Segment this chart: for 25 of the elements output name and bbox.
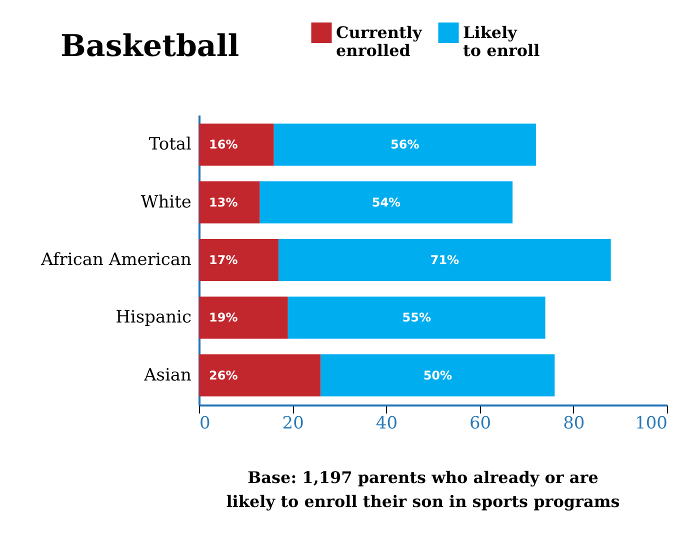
- x-tick-label: 60: [469, 414, 492, 434]
- chart-title: Basketball: [60, 29, 240, 64]
- y-tick-label: White: [140, 192, 192, 212]
- y-tick-label: African American: [40, 250, 192, 270]
- data-label: 16%: [209, 138, 238, 152]
- legend-label: Likely to enroll: [463, 22, 540, 60]
- data-label: 55%: [402, 310, 431, 325]
- x-tick-label: 20: [282, 414, 304, 434]
- x-tick-label: 0: [200, 414, 210, 434]
- data-label: 71%: [430, 253, 460, 267]
- data-label: 19%: [209, 310, 238, 325]
- data-label: 50%: [423, 368, 452, 382]
- data-label: 26%: [209, 368, 238, 382]
- data-label: 54%: [372, 195, 401, 210]
- data-label: 13%: [209, 195, 238, 210]
- y-tick-label: Hispanic: [116, 308, 192, 328]
- data-label: 17%: [209, 253, 238, 267]
- x-tick-label: 80: [563, 414, 585, 434]
- y-tick-label: Asian: [142, 365, 192, 386]
- y-tick-label: Total: [148, 134, 192, 155]
- legend-label: Currently enrolled: [336, 22, 423, 60]
- text: Base: 1,197 parents who already or are likely to enroll their son in sports programs: [226, 468, 620, 511]
- x-tick-label: 100: [635, 414, 668, 434]
- data-label: 56%: [390, 138, 420, 152]
- x-tick-label: 40: [376, 414, 398, 434]
